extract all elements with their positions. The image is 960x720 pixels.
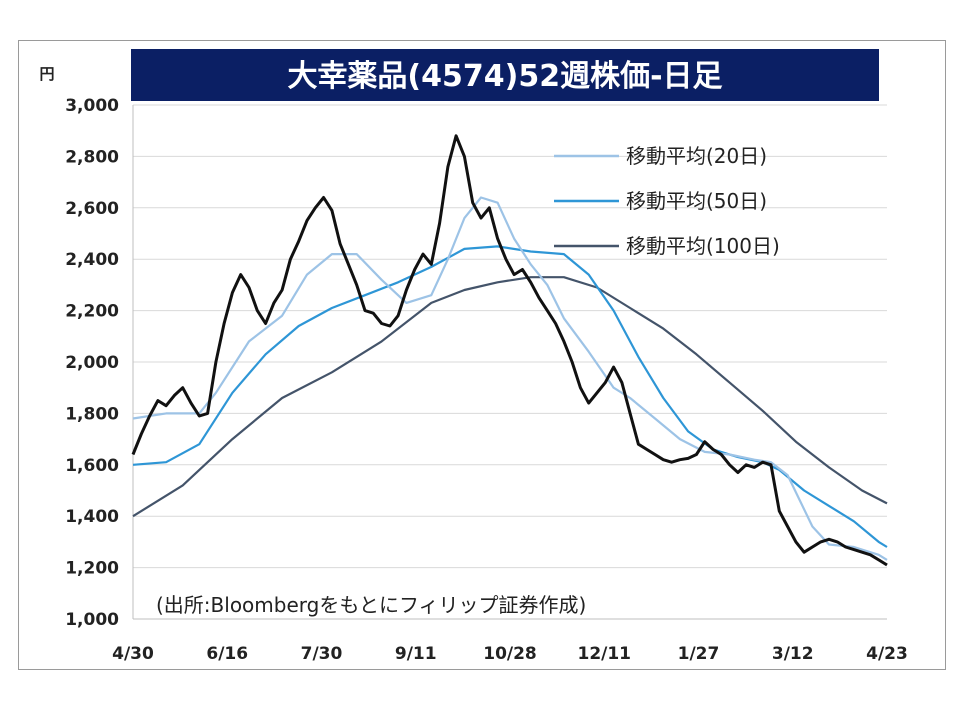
x-tick-label-5: 12/11 — [577, 644, 631, 664]
x-tick-label-6: 1/27 — [678, 644, 720, 664]
y-tick-label-7: 2,400 — [65, 250, 119, 270]
y-tick-label-3: 1,600 — [65, 456, 119, 476]
y-tick-label-6: 2,200 — [65, 302, 119, 322]
series-line-1 — [132, 196, 888, 561]
axes: 1,000 1,200 1,400 1,600 1,800 2,000 2,200 2,400… — [65, 96, 908, 664]
x-tick-label-4: 10/28 — [483, 644, 537, 664]
gridlines — [133, 104, 887, 620]
source-note: (出所:Bloombergをもとにフィリップ証券作成) — [156, 593, 586, 617]
series-line-0 — [131, 134, 888, 567]
y-tick-label-0: 1,000 — [65, 610, 119, 630]
series-line-3 — [132, 276, 888, 518]
x-tick-label-3: 9/11 — [395, 644, 437, 664]
y-tick-label-9: 2,800 — [65, 147, 119, 167]
title-banner — [131, 49, 879, 101]
x-tick-label-1: 6/16 — [206, 644, 248, 664]
series-lines — [131, 134, 888, 567]
series-line-2 — [132, 245, 888, 548]
legend-label-1: 移動平均(20日) — [626, 144, 767, 168]
y-tick-label-8: 2,600 — [65, 199, 119, 219]
price-chart: 大幸薬品(4574)52週株価-日足 円 1,000 1,200 1,400 1,60… — [39, 49, 908, 664]
x-tick-label-0: 4/30 — [112, 644, 154, 664]
x-tick-label-2: 7/30 — [301, 644, 343, 664]
chart-title: 大幸薬品(4574)52週株価-日足 — [287, 59, 722, 94]
legend-label-3: 移動平均(100日) — [626, 234, 780, 258]
y-tick-label-10: 3,000 — [65, 96, 119, 116]
legend-label-2: 移動平均(50日) — [626, 189, 767, 213]
x-tick-label-8: 4/23 — [866, 644, 908, 664]
legend: 移動平均(20日) 移動平均(50日) 移動平均(100日) — [554, 144, 780, 258]
y-axis-unit: 円 — [39, 65, 54, 83]
y-tick-label-2: 1,400 — [65, 507, 119, 527]
y-tick-label-5: 2,000 — [65, 353, 119, 373]
chart-frame: 大幸薬品(4574)52週株価-日足 円 1,000 1,200 1,400 1,60… — [18, 40, 946, 670]
x-tick-label-7: 3/12 — [772, 644, 814, 664]
y-tick-label-1: 1,200 — [65, 559, 119, 579]
y-tick-label-4: 1,800 — [65, 404, 119, 424]
